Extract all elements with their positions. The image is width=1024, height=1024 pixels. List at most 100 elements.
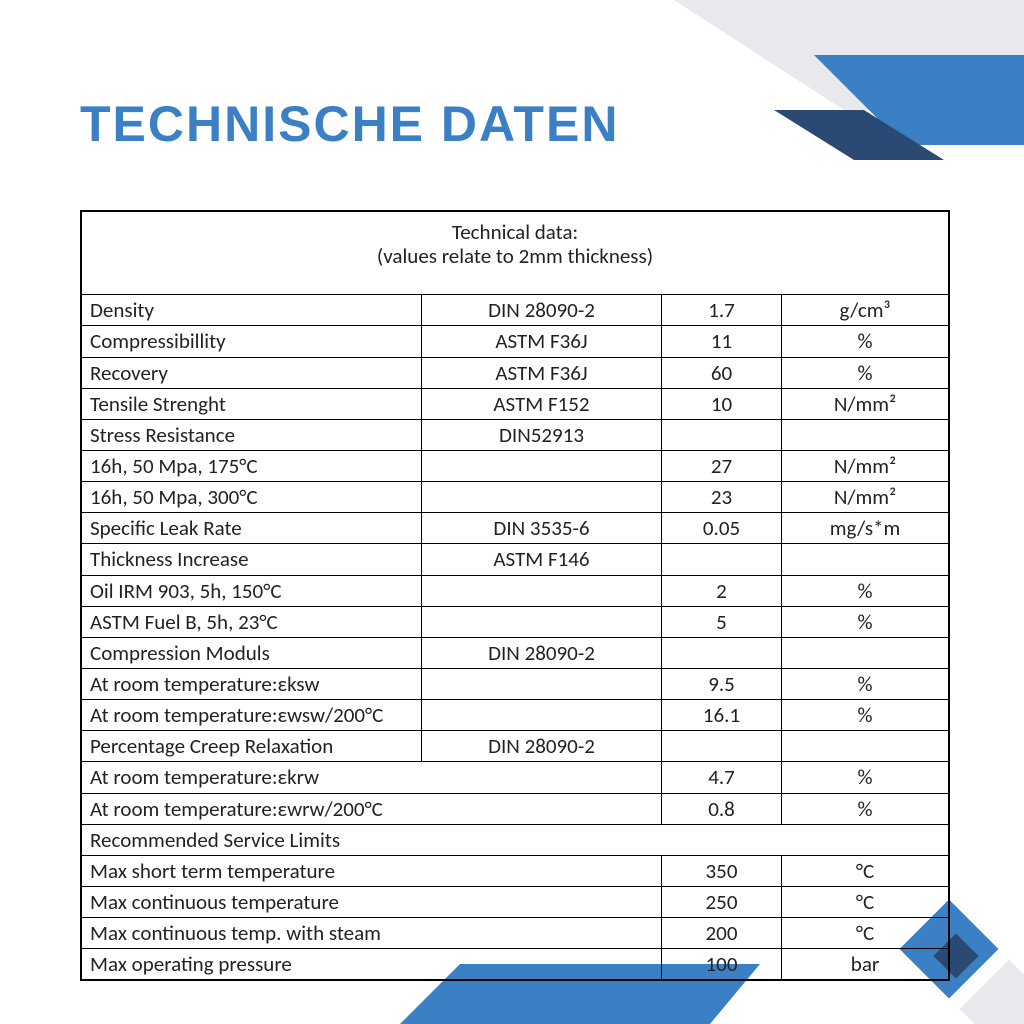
cell-property: Percentage Creep Relaxation (82, 731, 422, 761)
table-row: At room temperature:εwrw/200°C0.8% (82, 793, 948, 824)
cell-property: Density (82, 295, 422, 325)
cell-unit: % (782, 669, 948, 699)
table-row: Specific Leak RateDIN 3535-60.05mg/s*m (82, 512, 948, 543)
cell-property: At room temperature:εwsw/200°C (82, 700, 422, 730)
table-row: 16h, 50 Mpa, 175°C 27N/mm² (82, 450, 948, 481)
table-row: Max continuous temperature250°C (82, 886, 948, 917)
cell-value: 23 (662, 482, 782, 512)
table-row: ASTM Fuel B, 5h, 23°C 5% (82, 606, 948, 637)
cell-property: Max continuous temperature (82, 887, 662, 917)
cell-unit: mg/s*m (782, 513, 948, 543)
cell-standard: ASTM F146 (422, 544, 662, 574)
table-row: At room temperature:εkrw4.7% (82, 761, 948, 792)
cell-unit (782, 420, 948, 450)
cell-value (662, 420, 782, 450)
table-header-line2: (values relate to 2mm thickness) (88, 244, 942, 268)
cell-property: Max continuous temp. with steam (82, 918, 662, 948)
cell-value: 1.7 (662, 295, 782, 325)
cell-standard: ASTM F152 (422, 389, 662, 419)
table-row: RecoveryASTM F36J60% (82, 357, 948, 388)
cell-unit: N/mm² (782, 482, 948, 512)
table-row: CompressibillityASTM F36J11% (82, 325, 948, 356)
table-header-line1: Technical data: (88, 220, 942, 244)
table-row: Stress ResistanceDIN52913 (82, 419, 948, 450)
table-row: 16h, 50 Mpa, 300°C 23N/mm² (82, 481, 948, 512)
cell-standard (422, 482, 662, 512)
cell-value (662, 638, 782, 668)
cell-property: Stress Resistance (82, 420, 422, 450)
cell-unit: N/mm² (782, 451, 948, 481)
cell-unit: °C (782, 918, 948, 948)
cell-standard: DIN52913 (422, 420, 662, 450)
cell-standard: DIN 3535-6 (422, 513, 662, 543)
cell-standard: DIN 28090-2 (422, 295, 662, 325)
cell-standard (422, 607, 662, 637)
table-row: DensityDIN 28090-21.7g/cm³ (82, 295, 948, 325)
cell-property: Max operating pressure (82, 949, 662, 979)
technical-data-table: Technical data: (values relate to 2mm th… (80, 210, 950, 981)
table-row: Max short term temperature350°C (82, 855, 948, 886)
cell-value (662, 544, 782, 574)
cell-property: 16h, 50 Mpa, 175°C (82, 451, 422, 481)
cell-standard: ASTM F36J (422, 358, 662, 388)
cell-value (662, 731, 782, 761)
cell-property: ASTM Fuel B, 5h, 23°C (82, 607, 422, 637)
cell-property: Tensile Strenght (82, 389, 422, 419)
cell-value: 5 (662, 607, 782, 637)
cell-value: 350 (662, 856, 782, 886)
table-header: Technical data: (values relate to 2mm th… (82, 212, 948, 295)
table-row: Oil IRM 903, 5h, 150°C 2% (82, 575, 948, 606)
page-title: TECHNISCHE DATEN (80, 95, 619, 153)
cell-value: 16.1 (662, 700, 782, 730)
cell-property: At room temperature:εwrw/200°C (82, 794, 662, 824)
cell-value: 0.05 (662, 513, 782, 543)
cell-value: 60 (662, 358, 782, 388)
cell-value: 9.5 (662, 669, 782, 699)
cell-unit: bar (782, 949, 948, 979)
cell-value: 27 (662, 451, 782, 481)
cell-unit: °C (782, 887, 948, 917)
cell-unit (782, 731, 948, 761)
cell-unit: °C (782, 856, 948, 886)
cell-value: 11 (662, 326, 782, 356)
cell-standard: ASTM F36J (422, 326, 662, 356)
cell-property: Specific Leak Rate (82, 513, 422, 543)
cell-value: 0.8 (662, 794, 782, 824)
cell-property: At room temperature:εkrw (82, 762, 662, 792)
table-row: At room temperature:εksw 9.5% (82, 668, 948, 699)
cell-unit: % (782, 794, 948, 824)
corner-decor-top-right (604, 0, 1024, 210)
cell-unit: N/mm² (782, 389, 948, 419)
table-row: At room temperature:εwsw/200°C 16.1% (82, 699, 948, 730)
cell-unit: % (782, 762, 948, 792)
cell-property: Thickness Increase (82, 544, 422, 574)
cell-unit: % (782, 700, 948, 730)
cell-standard (422, 451, 662, 481)
cell-unit (782, 638, 948, 668)
table-row: Thickness IncreaseASTM F146 (82, 543, 948, 574)
cell-standard (422, 669, 662, 699)
cell-value: 4.7 (662, 762, 782, 792)
table-row: Max continuous temp. with steam200°C (82, 917, 948, 948)
cell-standard: DIN 28090-2 (422, 638, 662, 668)
table-row: Tensile StrenghtASTM F15210N/mm² (82, 388, 948, 419)
cell-value: 2 (662, 576, 782, 606)
cell-unit: % (782, 576, 948, 606)
cell-standard (422, 576, 662, 606)
cell-standard: DIN 28090-2 (422, 731, 662, 761)
cell-property: Max short term temperature (82, 856, 662, 886)
cell-property: Recovery (82, 358, 422, 388)
cell-value: 200 (662, 918, 782, 948)
table-row: Percentage Creep RelaxationDIN 28090-2 (82, 730, 948, 761)
table-row: Compression ModulsDIN 28090-2 (82, 637, 948, 668)
cell-value: 250 (662, 887, 782, 917)
cell-unit: % (782, 358, 948, 388)
cell-property: 16h, 50 Mpa, 300°C (82, 482, 422, 512)
cell-unit: % (782, 326, 948, 356)
cell-unit: % (782, 607, 948, 637)
cell-value: 100 (662, 949, 782, 979)
cell-property: Compressibillity (82, 326, 422, 356)
cell-property: Oil IRM 903, 5h, 150°C (82, 576, 422, 606)
cell-property: At room temperature:εksw (82, 669, 422, 699)
cell-property: Compression Moduls (82, 638, 422, 668)
